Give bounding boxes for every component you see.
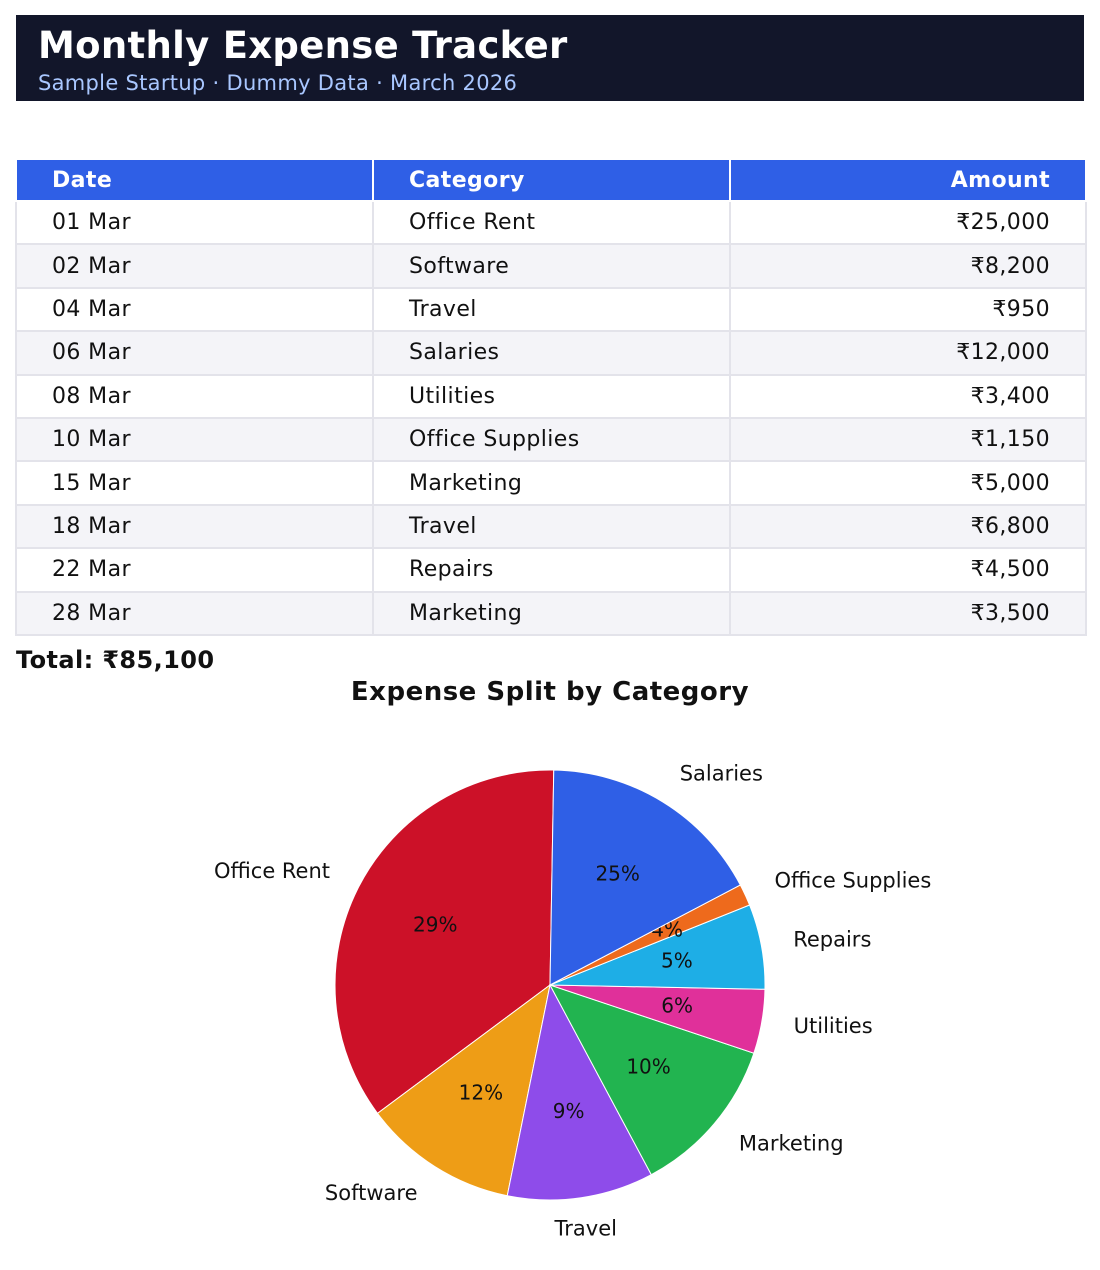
column-header-category: Category xyxy=(372,158,731,202)
pie-slice-travel xyxy=(506,983,652,1201)
cell-amount: ₹3,500 xyxy=(729,590,1087,636)
table-row: 02 Mar Software ₹8,200 xyxy=(15,243,1087,289)
cell-amount: ₹950 xyxy=(729,286,1087,333)
pie-pct-label-repairs: 5% xyxy=(661,948,693,972)
pie-pct-label-utilities: 6% xyxy=(661,993,693,1017)
page-title: Monthly Expense Tracker xyxy=(38,24,568,67)
cell-date: 15 Mar xyxy=(15,460,374,506)
cell-date: 06 Mar xyxy=(15,330,374,376)
pie-pct-label-salaries: 25% xyxy=(595,862,639,886)
column-header-date: Date xyxy=(15,158,374,202)
cell-date: 04 Mar xyxy=(15,286,374,333)
cell-amount: ₹5,000 xyxy=(729,460,1087,506)
table-row: 28 Mar Marketing ₹3,500 xyxy=(15,590,1087,636)
cell-date: 08 Mar xyxy=(15,373,374,419)
table-row: 10 Mar Office Supplies ₹1,150 xyxy=(15,416,1087,463)
cell-amount: ₹4,500 xyxy=(729,547,1087,593)
table-row: 15 Mar Marketing ₹5,000 xyxy=(15,460,1087,506)
cell-amount: ₹25,000 xyxy=(729,199,1087,246)
cell-date: 18 Mar xyxy=(15,503,374,550)
chart-title: Expense Split by Category xyxy=(350,677,750,707)
cell-amount: ₹12,000 xyxy=(729,330,1087,376)
pie-category-label-office-rent: Office Rent xyxy=(214,859,330,883)
cell-category: Marketing xyxy=(372,590,731,636)
table-row: 22 Mar Repairs ₹4,500 xyxy=(15,547,1087,593)
cell-category: Travel xyxy=(372,286,731,333)
column-header-amount: Amount xyxy=(729,158,1087,202)
cell-amount: ₹1,150 xyxy=(729,416,1087,463)
table-row: 01 Mar Office Rent ₹25,000 xyxy=(15,199,1087,246)
table-row: 04 Mar Travel ₹950 xyxy=(15,286,1087,333)
pie-category-label-repairs: Repairs xyxy=(793,928,871,952)
pie-pct-label-office-rent: 29% xyxy=(413,913,457,937)
pie-slice-marketing xyxy=(548,984,755,1176)
pie-category-label-utilities: Utilities xyxy=(794,1014,873,1038)
pie-slice-salaries xyxy=(549,769,741,986)
page-subtitle: Sample Startup · Dummy Data · March 2026 xyxy=(38,71,518,95)
table-row: 08 Mar Utilities ₹3,400 xyxy=(15,373,1087,419)
table-row: 18 Mar Travel ₹6,800 xyxy=(15,503,1087,550)
cell-date: 10 Mar xyxy=(15,416,374,463)
cell-category: Marketing xyxy=(372,460,731,506)
pie-category-label-salaries: Salaries xyxy=(680,761,763,785)
pie-pct-label-travel: 9% xyxy=(553,1099,585,1123)
cell-category: Repairs xyxy=(372,547,731,593)
header-banner: Monthly Expense Tracker Sample Startup ·… xyxy=(16,15,1084,101)
pie-pct-label-software: 12% xyxy=(459,1080,503,1104)
cell-date: 28 Mar xyxy=(15,590,374,636)
cell-amount: ₹3,400 xyxy=(729,373,1087,419)
pie-pct-label-marketing: 10% xyxy=(626,1055,670,1079)
cell-category: Office Rent xyxy=(372,199,731,246)
cell-category: Travel xyxy=(372,503,731,550)
total-amount: Total: ₹85,100 xyxy=(16,646,215,674)
cell-category: Office Supplies xyxy=(372,416,731,463)
cell-category: Utilities xyxy=(372,373,731,419)
cell-amount: ₹8,200 xyxy=(729,243,1087,289)
cell-date: 01 Mar xyxy=(15,199,374,246)
pie-slice-office-rent xyxy=(334,769,555,1115)
table-header-row: Date Category Amount xyxy=(15,158,1087,202)
expense-table: Date Category Amount 01 Mar Office Rent ₹2… xyxy=(15,158,1087,636)
pie-slice-software xyxy=(376,983,551,1197)
cell-category: Software xyxy=(372,243,731,289)
pie-category-label-software: Software xyxy=(325,1181,418,1205)
cell-date: 02 Mar xyxy=(15,243,374,289)
pie-category-label-office-supplies: Office Supplies xyxy=(774,868,931,892)
pie-category-label-travel: Travel xyxy=(554,1217,617,1241)
table-row: 06 Mar Salaries ₹12,000 xyxy=(15,330,1087,376)
pie-category-label-marketing: Marketing xyxy=(739,1132,844,1156)
cell-amount: ₹6,800 xyxy=(729,503,1087,550)
cell-category: Salaries xyxy=(372,330,731,376)
cell-date: 22 Mar xyxy=(15,547,374,593)
